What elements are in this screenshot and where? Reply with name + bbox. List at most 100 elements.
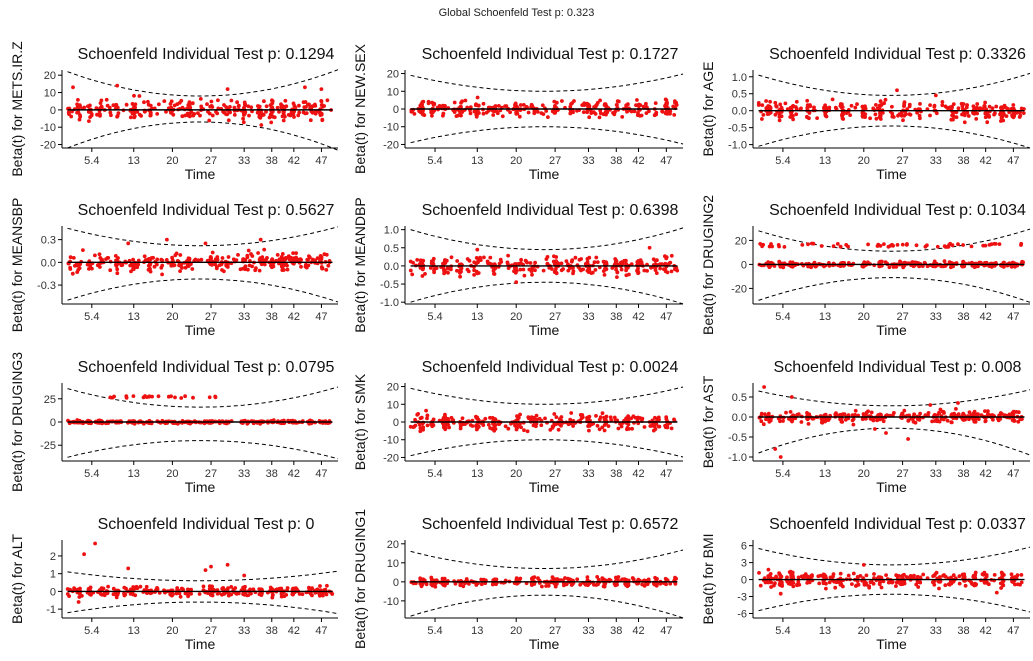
residual-point — [426, 101, 431, 106]
x-tick-label: 33 — [238, 625, 250, 637]
residual-point — [580, 413, 585, 417]
x-tick-label: 13 — [128, 311, 140, 323]
residual-point — [788, 410, 793, 414]
residual-point — [559, 261, 564, 266]
y-tick-label: 1 — [50, 569, 56, 581]
y-tick-label: -6 — [737, 608, 747, 620]
residual-point — [1015, 582, 1020, 587]
residual-point — [325, 98, 330, 103]
residual-point — [128, 115, 133, 120]
residual-point — [102, 593, 107, 598]
residual-point — [947, 243, 951, 247]
upper-band — [758, 228, 1031, 252]
residual-point — [654, 271, 659, 275]
residual-point — [475, 247, 480, 252]
residual-point — [257, 104, 262, 109]
panel-title: Schoenfeld Individual Test p: 0.6398 — [422, 202, 679, 219]
residual-point — [490, 427, 494, 431]
residual-point — [305, 257, 310, 262]
panel-8: Schoenfeld Individual Test p: 0.0024 5.4 1… — [352, 359, 684, 495]
x-tick-label: 38 — [957, 625, 969, 637]
panel-4: Schoenfeld Individual Test p: 0.5627 5.4 1… — [9, 198, 339, 338]
residual-point — [760, 103, 765, 107]
residual-point — [554, 415, 559, 419]
residual-point — [505, 261, 510, 266]
residual-point — [564, 259, 569, 263]
residual-point — [913, 260, 918, 265]
residual-point — [285, 267, 290, 272]
residual-point — [975, 111, 979, 116]
x-tick-label: 42 — [632, 625, 644, 637]
residual-point — [476, 425, 480, 429]
y-tick-label: -3 — [737, 592, 747, 604]
residual-point — [159, 257, 164, 262]
residual-point — [73, 263, 77, 268]
residual-point — [472, 268, 476, 273]
residual-point — [544, 109, 549, 113]
x-tick-label: 13 — [471, 155, 483, 167]
residual-point — [99, 105, 104, 110]
residual-point — [654, 112, 658, 117]
residual-point — [71, 85, 75, 90]
residual-point — [784, 410, 788, 415]
residual-point — [425, 413, 430, 418]
residual-point — [660, 109, 665, 114]
residual-point — [925, 264, 930, 269]
residual-point — [625, 265, 630, 270]
lower-band — [410, 281, 684, 305]
residual-point — [615, 270, 620, 275]
y-tick-label: 0 — [741, 575, 747, 587]
residual-point — [833, 585, 838, 590]
residual-point — [322, 252, 327, 257]
residual-point — [71, 256, 76, 260]
residual-point — [470, 424, 475, 428]
residual-point — [627, 272, 631, 277]
residual-point — [187, 114, 192, 119]
residual-point — [225, 87, 230, 91]
residual-point — [503, 424, 508, 429]
residual-point — [254, 266, 258, 270]
residual-point — [209, 593, 214, 597]
residual-point — [983, 419, 988, 424]
residual-point — [887, 265, 892, 270]
residual-point — [227, 110, 232, 115]
residual-point — [902, 581, 907, 586]
residual-point — [597, 115, 602, 120]
residual-point — [132, 93, 136, 98]
residual-point — [80, 594, 84, 598]
residual-point — [773, 447, 778, 451]
residual-point — [558, 417, 562, 421]
residual-point — [87, 592, 92, 596]
x-tick-label: 47 — [315, 311, 327, 323]
residual-point — [155, 262, 159, 267]
residual-point — [515, 423, 520, 427]
residual-point — [242, 113, 246, 117]
residual-point — [137, 112, 142, 117]
residual-point — [901, 118, 905, 123]
panel-title: Schoenfeld Individual Test p: 0.0024 — [422, 359, 679, 376]
residual-point — [869, 410, 874, 415]
x-axis-label: Time — [529, 636, 560, 652]
residual-point — [912, 573, 916, 578]
x-axis-label: Time — [185, 636, 216, 652]
x-tick-label: 47 — [1007, 468, 1019, 480]
panel-9: Schoenfeld Individual Test p: 0.008 5.4 13… — [700, 359, 1031, 495]
residual-point — [446, 266, 450, 271]
residual-point — [833, 105, 838, 110]
residual-point — [871, 106, 876, 111]
residual-point — [589, 111, 594, 115]
residual-point — [513, 270, 518, 275]
residual-point — [594, 414, 598, 418]
residual-point — [518, 103, 523, 107]
residual-point — [833, 412, 838, 417]
residual-point — [173, 253, 178, 258]
residual-point — [657, 424, 662, 429]
residual-point — [896, 113, 900, 118]
residual-point — [894, 265, 899, 269]
panel-10: Schoenfeld Individual Test p: 05.4 13 20 27… — [9, 516, 339, 652]
residual-point — [70, 271, 75, 276]
residual-point — [791, 117, 795, 122]
residual-point — [241, 257, 246, 261]
residual-point — [863, 112, 868, 117]
residual-point — [1010, 418, 1015, 423]
